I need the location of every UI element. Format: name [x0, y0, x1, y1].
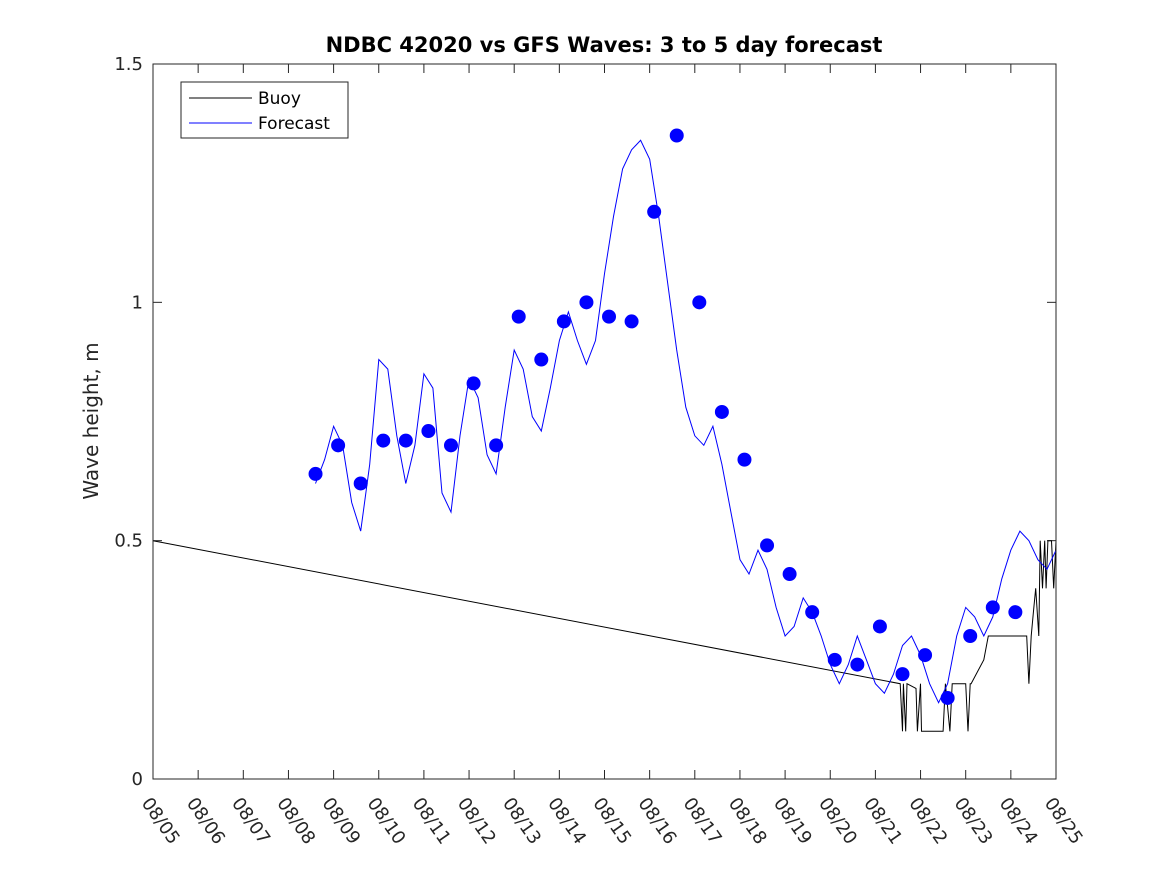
forecast-point: [714, 404, 729, 419]
forecast-point: [331, 438, 346, 453]
forecast-point: [353, 476, 368, 491]
chart-title: NDBC 42020 vs GFS Waves: 3 to 5 day fore…: [326, 33, 883, 57]
forecast-point: [805, 605, 820, 620]
forecast-point: [850, 657, 865, 672]
y-tick-label: 1.5: [114, 54, 143, 75]
forecast-point: [398, 433, 413, 448]
forecast-point: [376, 433, 391, 448]
forecast-point: [827, 652, 842, 667]
y-tick-label: 0: [132, 769, 143, 790]
forecast-point: [985, 600, 1000, 615]
forecast-point: [556, 314, 571, 329]
forecast-point: [602, 309, 617, 324]
forecast-point: [737, 452, 752, 467]
forecast-point: [466, 376, 481, 391]
series-line-forecast: [315, 139, 1057, 704]
forecast-point: [760, 538, 775, 553]
y-axis-label: Wave height, m: [79, 342, 103, 499]
forecast-point: [669, 128, 684, 143]
series-line-buoy: [152, 540, 1057, 732]
forecast-point: [443, 438, 458, 453]
forecast-point: [624, 314, 639, 329]
axes-box: [152, 63, 1057, 780]
forecast-point: [511, 309, 526, 324]
forecast-point: [782, 567, 797, 582]
forecast-point: [308, 466, 323, 481]
legend: Buoy Forecast: [180, 81, 349, 139]
forecast-point: [579, 295, 594, 310]
y-tick-label: 0.5: [114, 531, 143, 552]
forecast-point: [647, 204, 662, 219]
forecast-point: [421, 424, 436, 439]
legend-label-buoy: Buoy: [258, 89, 301, 109]
legend-box: [180, 81, 349, 139]
forecast-point: [872, 619, 887, 634]
forecast-point: [1008, 605, 1023, 620]
forecast-point: [940, 690, 955, 705]
forecast-point: [489, 438, 504, 453]
forecast-point: [692, 295, 707, 310]
forecast-point: [895, 667, 910, 682]
y-tick-label: 1: [132, 292, 143, 313]
forecast-point: [963, 629, 978, 643]
forecast-point: [534, 352, 549, 367]
forecast-point: [918, 648, 933, 663]
legend-label-forecast: Forecast: [258, 114, 330, 134]
